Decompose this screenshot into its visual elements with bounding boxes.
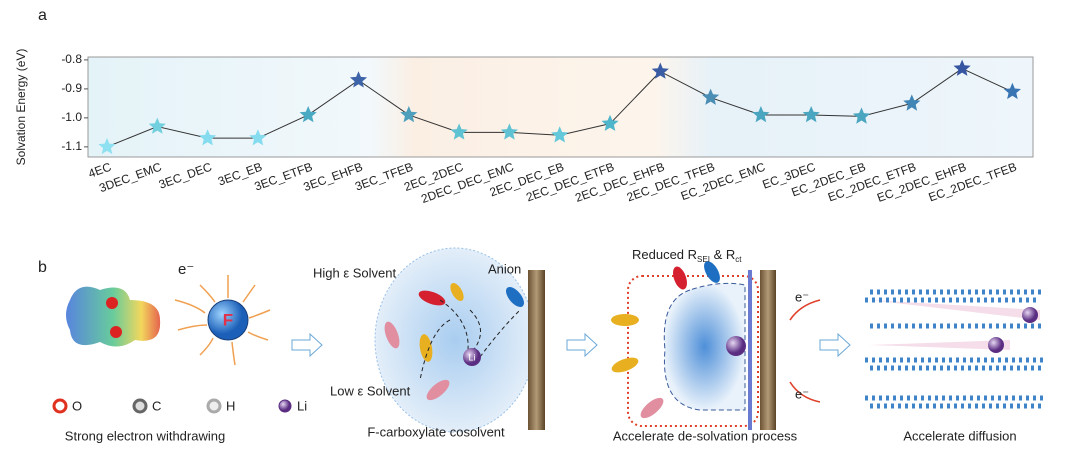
li-ion (463, 348, 481, 366)
atom-label: Li (297, 398, 307, 413)
star-marker (752, 106, 770, 123)
electron-label: e⁻ (795, 386, 809, 401)
legend-h (206, 398, 222, 414)
solvent (611, 357, 639, 373)
star-marker (349, 71, 368, 88)
star-marker (400, 106, 418, 123)
electron-label: e⁻ (795, 289, 809, 304)
label: Low ε Solvent (330, 383, 411, 398)
star-marker (500, 123, 518, 140)
star-marker (702, 88, 720, 105)
solvent (418, 290, 446, 306)
label-sub: ct (735, 255, 742, 264)
anion (506, 287, 524, 307)
star-marker (903, 94, 921, 111)
atom (110, 326, 122, 338)
atom-label: O (72, 398, 82, 413)
electron-arrows (789, 299, 821, 403)
solvent (426, 379, 450, 401)
sei (748, 270, 752, 430)
y-tick-label: -1.1 (61, 139, 82, 153)
interface-region (627, 275, 759, 427)
caption: Strong electron withdrawing (65, 428, 225, 443)
star-marker (98, 137, 116, 155)
star-marker (148, 117, 166, 134)
star-marker (551, 126, 569, 143)
star-marker (249, 129, 267, 146)
star-marker (852, 107, 871, 124)
label: Reduced RSEI & Rct (632, 247, 742, 264)
label-part: & R (710, 247, 735, 262)
plot-area (87, 56, 1034, 158)
atom-label: C (152, 398, 161, 413)
li-ion (726, 336, 746, 356)
legend-li (278, 399, 292, 413)
label: High ε Solvent (313, 265, 397, 280)
anion (704, 261, 720, 283)
caption: F-carboxylate cosolvent (367, 424, 505, 439)
graphite (865, 289, 1045, 409)
fluorine-label: F (223, 310, 233, 329)
coordination (419, 299, 521, 381)
electrode (528, 270, 545, 430)
legend-o (52, 398, 68, 414)
panel-label: b (38, 259, 47, 276)
star-marker (601, 114, 619, 131)
caption: Accelerate de-solvation process (613, 428, 798, 443)
star-marker (450, 123, 468, 140)
solvent (419, 334, 433, 362)
desolvated-shell (663, 282, 746, 411)
star-marker (802, 106, 820, 123)
x-tick-label: 3EC_DEC (157, 160, 214, 192)
panel-b: b e⁻ F O C H Li Strong electron withdraw… (38, 247, 1045, 443)
solvent (450, 282, 464, 302)
y-axis-title: Solvation Energy (eV) (14, 49, 28, 166)
label-part: Reduced R (632, 247, 697, 262)
label: Anion (488, 261, 521, 276)
li-label: Li (468, 352, 475, 362)
electron-label: e⁻ (178, 261, 194, 278)
atom-label: H (226, 398, 235, 413)
fluorine-atom (207, 299, 249, 341)
solvent (640, 397, 664, 419)
label-sub: SEI (697, 255, 710, 264)
process-arrows (291, 332, 851, 358)
y-tick-label: -1.0 (61, 110, 82, 124)
electrode (760, 270, 776, 430)
star-marker (199, 129, 217, 146)
star-marker (299, 106, 317, 123)
molecule (66, 286, 161, 347)
solvent (384, 321, 400, 349)
legend-c (132, 398, 148, 414)
y-tick-label: -0.8 (61, 52, 82, 66)
atom (106, 297, 118, 309)
y-tick-label: -0.9 (61, 81, 82, 95)
star-marker (953, 59, 971, 76)
star-marker (1003, 82, 1021, 100)
caption: Accelerate diffusion (903, 428, 1016, 443)
panel-label: a (38, 7, 47, 24)
solvent (611, 314, 639, 326)
attraction-arrows (174, 275, 271, 366)
star-marker (651, 62, 669, 79)
solvent (673, 266, 687, 290)
